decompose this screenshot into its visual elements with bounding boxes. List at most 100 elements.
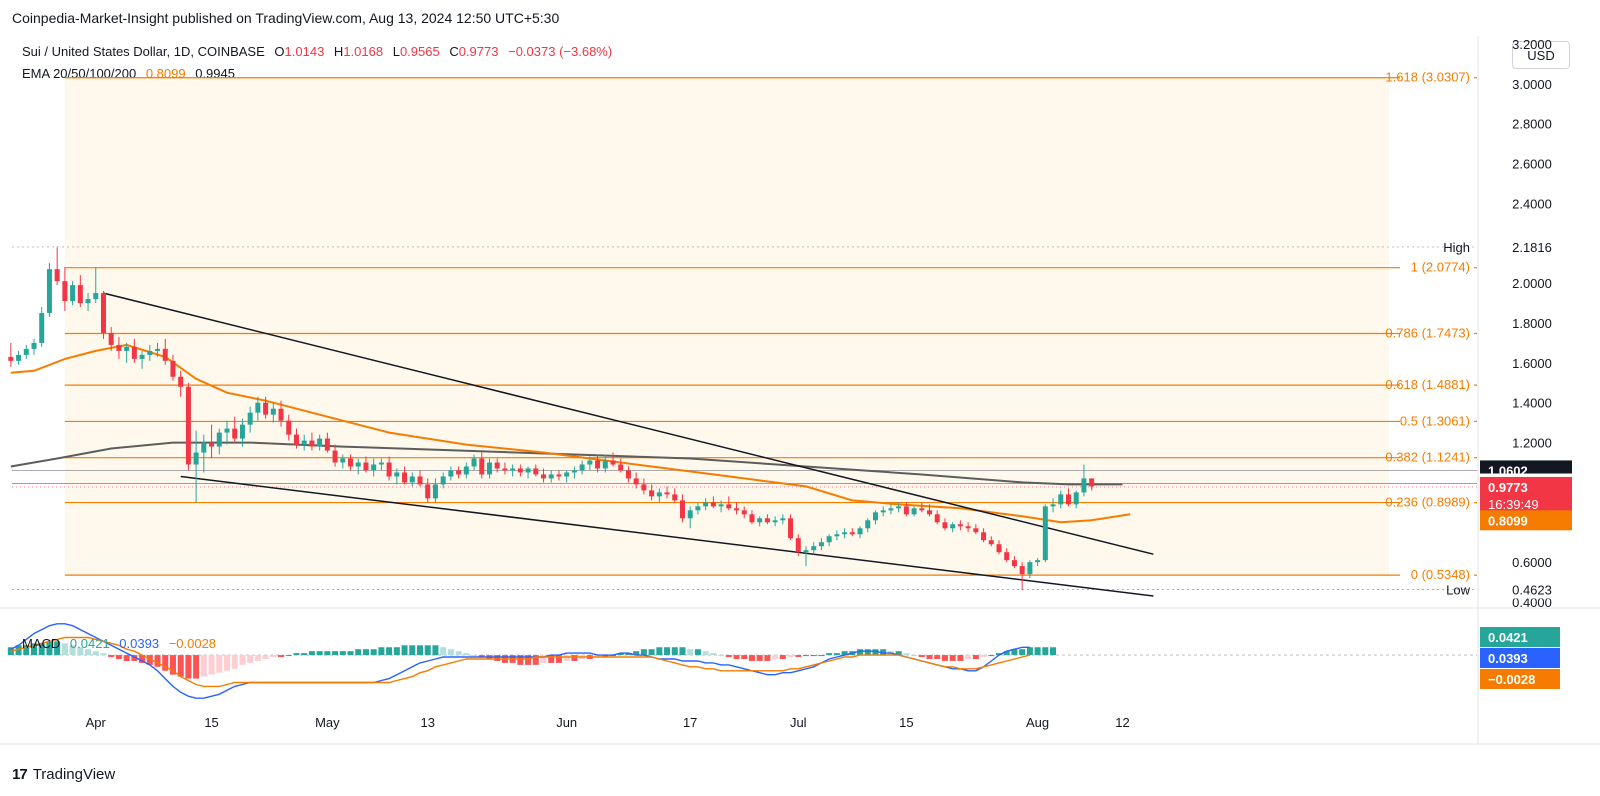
- candle-body: [857, 528, 863, 535]
- candle-body: [803, 550, 809, 553]
- candle-body: [39, 313, 45, 343]
- macd-line-value: 0.0393: [119, 636, 160, 651]
- candle-body: [625, 470, 631, 479]
- x-tick-label: 15: [204, 715, 218, 730]
- candle-body: [757, 518, 763, 523]
- candle-body: [471, 458, 477, 467]
- macd-hist-bar: [949, 655, 956, 661]
- candle-body: [595, 460, 601, 469]
- high-value: H1.0168: [333, 44, 384, 59]
- macd-hist-bar: [594, 655, 601, 658]
- price-tick-label: 1.4000: [1512, 396, 1552, 411]
- macd-line: [10, 623, 1030, 699]
- macd-hist-bar: [254, 655, 261, 661]
- tradingview-logo[interactable]: 17 TradingView: [12, 766, 115, 783]
- candle-body: [849, 532, 855, 535]
- candle-body: [1004, 552, 1010, 561]
- candle-body: [1073, 492, 1079, 505]
- macd-hist-bar: [571, 655, 578, 661]
- price-tick-label: 1.8000: [1512, 316, 1552, 331]
- macd-hist-bar: [1050, 647, 1057, 656]
- price-tick-label: 1.6000: [1512, 356, 1552, 371]
- publish-header: Coinpedia-Market-Insight published on Tr…: [0, 0, 1600, 36]
- macd-hist-bar: [872, 649, 879, 656]
- macd-hist-bar: [756, 655, 763, 661]
- macd-hist-bar: [154, 655, 161, 667]
- candle-body: [1065, 494, 1071, 505]
- macd-hist-bar: [1003, 651, 1010, 656]
- x-tick-label: Jul: [790, 715, 807, 730]
- macd-hist-bar: [941, 655, 948, 661]
- candle-body: [170, 360, 176, 377]
- price-label-value: 0.9773: [1488, 480, 1528, 495]
- macd-hist-value: 0.0421: [69, 636, 110, 651]
- macd-hist-bar: [77, 647, 84, 656]
- candle-body: [502, 468, 508, 471]
- candle-body: [618, 464, 624, 471]
- candle-body: [70, 285, 76, 302]
- x-tick-label: May: [315, 715, 340, 730]
- candle-body: [911, 508, 917, 515]
- candle-body: [741, 510, 747, 515]
- candle-body: [672, 494, 678, 501]
- macd-hist-bar: [285, 655, 292, 657]
- candle-body: [309, 440, 315, 447]
- macd-hist-bar: [123, 655, 130, 661]
- macd-hist-bar: [378, 647, 385, 656]
- macd-hist-bar: [85, 649, 92, 656]
- candle-body: [93, 293, 99, 300]
- currency-button[interactable]: USD: [1512, 41, 1570, 69]
- candle-body: [116, 344, 122, 351]
- macd-signal-line: [10, 636, 1031, 688]
- macd-hist-bar: [54, 641, 61, 656]
- candle-body: [903, 506, 909, 515]
- candle-body: [718, 504, 724, 507]
- candle-body: [108, 332, 114, 345]
- candle-body: [124, 346, 130, 351]
- macd-hist-bar: [996, 653, 1002, 656]
- candle-body: [355, 462, 361, 467]
- x-tick-label: Jun: [556, 715, 577, 730]
- candle-body: [957, 524, 963, 527]
- candle-body: [54, 269, 60, 282]
- candle-body: [826, 536, 832, 543]
- candle-body: [155, 348, 161, 351]
- macd-hist-bar: [316, 651, 323, 656]
- macd-hist-bar: [764, 655, 771, 661]
- macd-hist-bar: [694, 649, 701, 656]
- macd-hist-bar: [926, 655, 933, 659]
- macd-hist-bar: [478, 655, 485, 658]
- candle-body: [263, 402, 269, 415]
- macd-hist-bar: [417, 645, 423, 656]
- macd-hist-bar: [965, 655, 972, 659]
- x-tick-label: 12: [1115, 715, 1129, 730]
- macd-hist-bar: [988, 655, 995, 657]
- price-marker-caption: High: [1443, 240, 1470, 255]
- trendline: [180, 475, 1154, 597]
- macd-hist-bar: [463, 653, 470, 656]
- candle-body: [301, 440, 307, 445]
- candle-body: [649, 490, 655, 497]
- macd-axis-label-bg: [1480, 669, 1560, 689]
- publisher-text: Coinpedia-Market-Insight published on Tr…: [12, 10, 560, 26]
- candle-body: [726, 504, 732, 509]
- macd-hist-bar: [787, 655, 794, 658]
- macd-hist-bar: [548, 655, 555, 663]
- macd-hist-bar: [308, 651, 315, 656]
- candle-body: [216, 432, 222, 447]
- macd-hist-bar: [818, 655, 825, 657]
- symbol-name[interactable]: Sui / United States Dollar, 1D, COINBASE: [22, 44, 265, 59]
- macd-hist-bar: [139, 655, 146, 663]
- macd-label[interactable]: MACD: [22, 636, 61, 651]
- candle-body: [463, 466, 469, 475]
- macd-hist-bar: [108, 655, 115, 658]
- candle-body: [456, 470, 462, 475]
- candle-body: [687, 510, 693, 519]
- macd-hist-bar: [200, 655, 207, 677]
- candle-body: [656, 492, 662, 497]
- candle-body: [394, 472, 400, 477]
- macd-hist-bar: [733, 655, 740, 659]
- macd-hist-bar: [494, 655, 501, 661]
- candle-body: [62, 281, 68, 302]
